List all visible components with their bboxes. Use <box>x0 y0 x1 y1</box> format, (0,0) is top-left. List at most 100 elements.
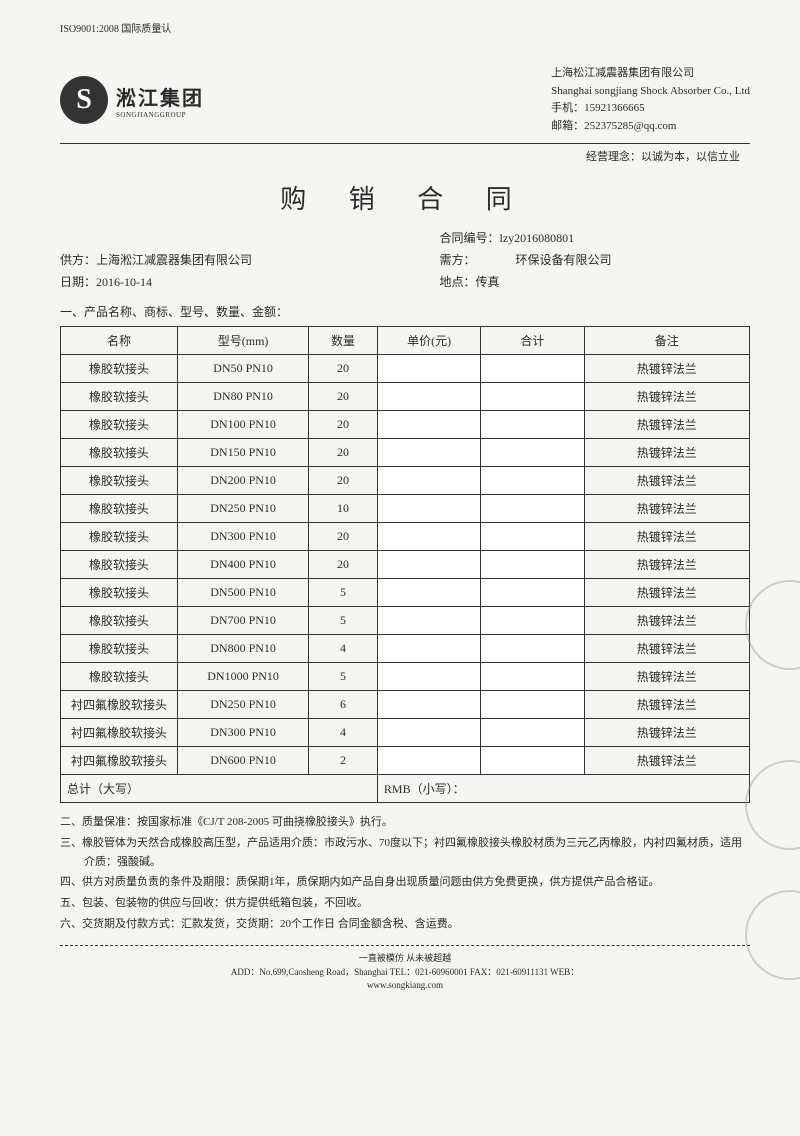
cell-price <box>377 467 480 495</box>
term-item: 三、橡胶管体为天然合成橡胶高压型，产品适用介质：市政污水、70度以下；衬四氟橡胶… <box>60 834 750 871</box>
contract-title: 购 销 合 同 <box>60 179 750 216</box>
cell-qty: 20 <box>309 467 378 495</box>
rmb-label: RMB（小写）： <box>377 775 749 803</box>
cell-price <box>377 355 480 383</box>
cell-qty: 2 <box>309 747 378 775</box>
cell-qty: 5 <box>309 663 378 691</box>
term-item: 五、包装、包装物的供应与回收：供方提供纸箱包装，不回收。 <box>60 894 750 913</box>
total-label: 总计（大写） <box>61 775 378 803</box>
stamp-icon <box>745 580 800 670</box>
table-row: 衬四氟橡胶软接头DN600 PN102热镀锌法兰 <box>61 747 750 775</box>
cell-total <box>481 551 584 579</box>
cell-total <box>481 635 584 663</box>
date-value: 2016-10-14 <box>96 275 152 289</box>
buyer-label: 需方： <box>440 253 476 267</box>
cell-qty: 20 <box>309 439 378 467</box>
cell-note: 热镀锌法兰 <box>584 551 749 579</box>
contract-no: lzy2016080801 <box>500 231 575 245</box>
cell-qty: 20 <box>309 411 378 439</box>
cell-model: DN250 PN10 <box>178 495 309 523</box>
cell-name: 衬四氟橡胶软接头 <box>61 719 178 747</box>
cell-model: DN150 PN10 <box>178 439 309 467</box>
cell-total <box>481 439 584 467</box>
cell-name: 橡胶软接头 <box>61 467 178 495</box>
cell-price <box>377 579 480 607</box>
table-row: 橡胶软接头DN150 PN1020 热镀锌法兰 <box>61 439 750 467</box>
cell-note: 热镀锌法兰 <box>584 579 749 607</box>
section-1-label: 一、产品名称、商标、型号、数量、金额： <box>60 303 750 320</box>
table-row: 橡胶软接头DN500 PN105 热镀锌法兰 <box>61 579 750 607</box>
cell-note: 热镀锌法兰 <box>584 495 749 523</box>
cell-qty: 5 <box>309 579 378 607</box>
cell-total <box>481 691 584 719</box>
logo-en: SONGJIANGGROUP <box>116 111 204 119</box>
buyer-value: 环保设备有限公司 <box>516 253 612 267</box>
th-price: 单价(元) <box>377 327 480 355</box>
cell-price <box>377 523 480 551</box>
contract-no-label: 合同编号： <box>440 231 500 245</box>
table-row: 橡胶软接头DN50 PN1020热镀锌法兰 <box>61 355 750 383</box>
table-row: 橡胶软接头DN400 PN1020热镀锌法兰 <box>61 551 750 579</box>
cell-price <box>377 719 480 747</box>
stamp-icon <box>745 760 800 850</box>
table-row: 橡胶软接头DN100 PN1020热镀锌法兰 <box>61 411 750 439</box>
cell-qty: 20 <box>309 551 378 579</box>
company-name-en: Shanghai songjiang Shock Absorber Co., L… <box>551 83 750 101</box>
cell-total <box>481 495 584 523</box>
cell-model: DN200 PN10 <box>178 467 309 495</box>
cell-price <box>377 607 480 635</box>
cell-total <box>481 719 584 747</box>
term-item: 二、质量保准：按国家标准《CJ/T 208-2005 可曲挠橡胶接头》执行。 <box>60 813 750 832</box>
cell-total <box>481 467 584 495</box>
cell-name: 橡胶软接头 <box>61 439 178 467</box>
cell-price <box>377 691 480 719</box>
th-qty: 数量 <box>309 327 378 355</box>
cell-note: 热镀锌法兰 <box>584 383 749 411</box>
company-name-cn: 上海松江减震器集团有限公司 <box>551 65 750 83</box>
products-table: 名称 型号(mm) 数量 单价(元) 合计 备注 橡胶软接头DN50 PN102… <box>60 326 750 803</box>
cell-name: 橡胶软接头 <box>61 383 178 411</box>
cell-price <box>377 495 480 523</box>
logo-icon: S <box>60 76 108 124</box>
cell-total <box>481 607 584 635</box>
cell-name: 橡胶软接头 <box>61 607 178 635</box>
footer-web: www.songkiang.com <box>60 979 750 993</box>
cell-model: DN300 PN10 <box>178 523 309 551</box>
phone-label: 手机： <box>551 102 584 114</box>
table-row: 衬四氟橡胶软接头DN300 PN104热镀锌法兰 <box>61 719 750 747</box>
company-info: 上海松江减震器集团有限公司 Shanghai songjiang Shock A… <box>551 65 750 135</box>
cell-name: 橡胶软接头 <box>61 523 178 551</box>
cell-qty: 4 <box>309 719 378 747</box>
logo-area: S 淞江集团 SONGJIANGGROUP <box>60 65 204 135</box>
location-value: 传真 <box>476 275 500 289</box>
stamp-icon <box>745 890 800 980</box>
cell-name: 橡胶软接头 <box>61 495 178 523</box>
cell-note: 热镀锌法兰 <box>584 719 749 747</box>
terms-section: 二、质量保准：按国家标准《CJ/T 208-2005 可曲挠橡胶接头》执行。三、… <box>60 813 750 933</box>
email-label: 邮箱： <box>551 120 584 132</box>
cell-note: 热镀锌法兰 <box>584 467 749 495</box>
cell-total <box>481 747 584 775</box>
cell-note: 热镀锌法兰 <box>584 439 749 467</box>
cell-name: 橡胶软接头 <box>61 579 178 607</box>
motto: 经营理念：以诚为本，以信立业 <box>60 143 750 164</box>
cell-name: 衬四氟橡胶软接头 <box>61 747 178 775</box>
cell-model: DN500 PN10 <box>178 579 309 607</box>
cell-qty: 20 <box>309 523 378 551</box>
cell-name: 橡胶软接头 <box>61 663 178 691</box>
cell-model: DN100 PN10 <box>178 411 309 439</box>
cell-name: 橡胶软接头 <box>61 355 178 383</box>
logo-cn: 淞江集团 <box>116 82 204 111</box>
supplier-value: 上海淞江减震器集团有限公司 <box>96 253 252 267</box>
header: S 淞江集团 SONGJIANGGROUP 上海松江减震器集团有限公司 Shan… <box>60 65 750 135</box>
email-value: 252375285@qq.com <box>584 120 676 132</box>
th-note: 备注 <box>584 327 749 355</box>
cell-name: 橡胶软接头 <box>61 411 178 439</box>
table-row: 橡胶软接头DN1000 PN105热镀锌法兰 <box>61 663 750 691</box>
cell-price <box>377 383 480 411</box>
cell-note: 热镀锌法兰 <box>584 663 749 691</box>
cell-price <box>377 663 480 691</box>
cell-total <box>481 663 584 691</box>
cell-model: DN50 PN10 <box>178 355 309 383</box>
cell-name: 橡胶软接头 <box>61 551 178 579</box>
